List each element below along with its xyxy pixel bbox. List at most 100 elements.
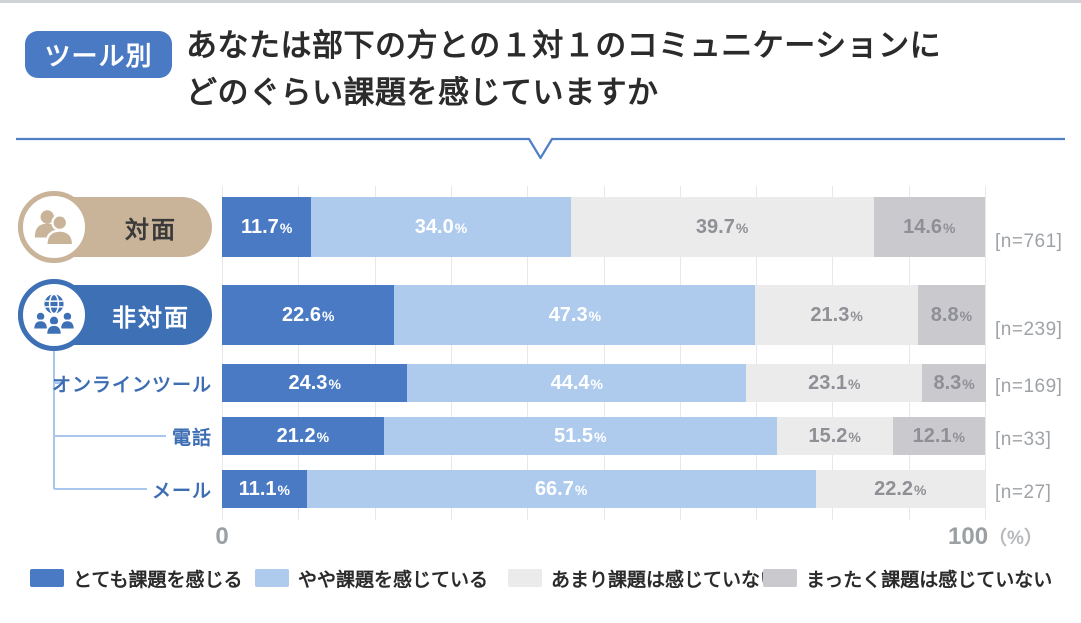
segment-percent-number: 44.4 [550, 371, 590, 394]
segment-percent-number: 14.6 [903, 215, 943, 238]
gridline-70-percent [756, 186, 758, 520]
tool-category-badge-label: ツール別 [44, 41, 153, 71]
segment-percent-number: 39.7 [695, 215, 735, 238]
segment-percent-number: 21.3 [810, 303, 850, 326]
gridline-60-percent [679, 186, 681, 520]
segment-percent-sign: % [848, 428, 861, 445]
category-label: 対面 [125, 216, 177, 244]
bar-segment: 34.0% [311, 197, 571, 257]
tree-branch-line [54, 488, 147, 490]
segment-value-label: 39.7% [696, 216, 748, 239]
segment-value-label: 22.6% [282, 304, 334, 327]
bar-segment: 44.4% [407, 364, 747, 402]
segment-percent-sign: % [277, 481, 290, 498]
stacked-bar: 11.1% 66.7% 22.2% [222, 470, 985, 508]
stacked-bar: 11.7% 34.0% 39.7% 14.6% [222, 197, 985, 257]
segment-percent-sign: % [914, 481, 927, 498]
bar-segment: 22.6% [222, 285, 395, 345]
chart-row-4: 電話 21.2% 51.5% 15.2% 12.1% [n=33] [0, 417, 1081, 455]
segment-percent-number: 51.5 [554, 424, 593, 447]
gridline-0-percent [222, 186, 223, 520]
title-line-1: あなたは部下の方との１対１のコミュニケーションに [186, 28, 942, 63]
segment-value-label: 11.1% [239, 478, 290, 501]
segment-percent-sign: % [321, 307, 335, 324]
category-label: 非対面 [112, 304, 190, 332]
segment-percent-sign: % [962, 375, 975, 392]
segment-percent-number: 22.2 [874, 477, 914, 500]
axis-max-unit: （%） [988, 528, 1043, 549]
axis-max-number: 100 [948, 523, 989, 550]
segment-percent-number: 23.1 [808, 371, 848, 394]
segment-value-label: 24.3% [289, 372, 341, 395]
segment-percent-sign: % [316, 428, 330, 445]
segment-value-label: 22.2% [874, 478, 926, 501]
segment-percent-sign: % [943, 219, 956, 236]
stacked-bar-chart: 対面 11.7% 34.0% 39.7% 14.6% [n=761] 非対面 22.6… [0, 186, 1081, 550]
segment-percent-sign: % [959, 307, 973, 324]
bar-segment: 21.3% [755, 285, 918, 345]
gridline-10-percent [298, 186, 300, 520]
bar-segment: 47.3% [394, 285, 756, 345]
legend-label: やや課題を感じている [298, 569, 489, 591]
top-border [0, 0, 1081, 3]
chart-row-2: 非対面 22.6% 47.3% 21.3% 8.8% [n=239] [0, 279, 1081, 351]
segment-percent-sign: % [850, 307, 863, 324]
bar-segment: 11.7% [222, 197, 312, 257]
gridline-20-percent [374, 186, 376, 520]
segment-percent-number: 66.7 [534, 477, 574, 500]
segment-percent-number: 12.1 [912, 424, 952, 447]
stacked-bar: 22.6% 47.3% 21.3% 8.8% [222, 285, 985, 345]
chart-row-5: メール 11.1% 66.7% 22.2% [n=27] [0, 470, 1081, 508]
bar-segment: 22.2% [815, 470, 985, 508]
bar-segment: 15.2% [776, 417, 893, 455]
gridline-90-percent [908, 186, 910, 520]
segment-percent-number: 15.2 [808, 424, 848, 447]
segment-percent-number: 47.3 [548, 303, 588, 326]
segment-percent-sign: % [279, 219, 293, 236]
bar-segment: 8.3% [922, 364, 986, 402]
legend-label: とても課題を感じる [73, 569, 243, 591]
segment-value-label: 12.1% [913, 425, 965, 448]
bar-segment: 21.2% [222, 417, 384, 455]
segment-value-label: 51.5% [554, 425, 606, 448]
segment-percent-number: 24.3 [288, 371, 328, 394]
chart-row-1: 対面 11.7% 34.0% 39.7% 14.6% [n=761] [0, 191, 1081, 263]
segment-percent-number: 8.8 [930, 303, 959, 326]
sample-size-label: [n=33] [995, 429, 1052, 450]
gridline-30-percent [450, 186, 452, 520]
sample-size-label: [n=239] [995, 319, 1063, 340]
segment-percent-number: 21.2 [276, 424, 316, 447]
segment-value-label: 8.3% [933, 372, 974, 395]
bar-segment: 8.8% [917, 285, 985, 345]
segment-value-label: 11.7% [241, 216, 292, 239]
segment-value-label: 47.3% [549, 304, 601, 327]
sample-size-label: [n=169] [995, 376, 1063, 397]
segment-value-label: 14.6% [903, 216, 955, 239]
legend-swatch [508, 569, 542, 587]
survey-question-title: あなたは部下の方との１対１のコミュニケーションに どのぐらい課題を感じていますか [186, 22, 941, 116]
segment-percent-number: 11.1 [238, 477, 277, 500]
segment-value-label: 23.1% [808, 372, 860, 395]
legend-label: あまり課題は感じていない [551, 569, 780, 591]
axis-label-zero: 0 [215, 523, 229, 550]
segment-value-label: 21.2% [277, 425, 329, 448]
title-line-2: どのぐらい課題を感じていますか [186, 75, 659, 110]
segment-value-label: 8.8% [931, 304, 972, 327]
segment-value-label: 66.7% [535, 478, 587, 501]
legend-swatch [763, 569, 797, 587]
tree-branch-line [54, 382, 62, 384]
gridline-100-percent [985, 186, 986, 520]
category-badge: 非対面 [18, 279, 212, 351]
segment-percent-sign: % [590, 375, 603, 392]
gridline-40-percent [527, 186, 529, 520]
globe-people-icon [18, 279, 90, 351]
segment-percent-sign: % [952, 428, 965, 445]
segment-percent-sign: % [735, 219, 749, 236]
legend-item: やや課題を感じている [255, 564, 488, 592]
bar-segment: 12.1% [892, 417, 985, 455]
bar-segment: 51.5% [383, 417, 777, 455]
category-badge: 対面 [18, 191, 212, 263]
segment-value-label: 44.4% [551, 372, 603, 395]
legend-item: まったく課題は感じていない [763, 564, 1052, 592]
